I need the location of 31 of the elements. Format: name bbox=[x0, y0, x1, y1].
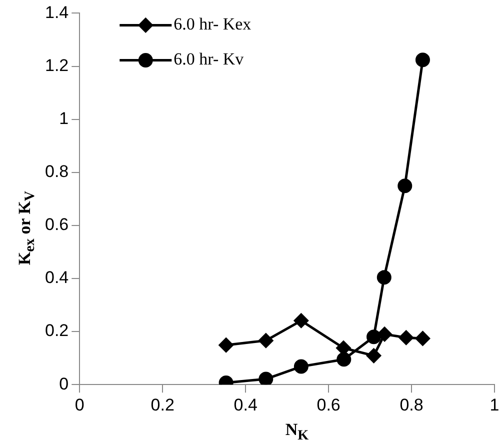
point bbox=[258, 372, 274, 385]
point bbox=[398, 178, 412, 194]
y-tick-label: 1 bbox=[59, 109, 69, 128]
point bbox=[294, 359, 308, 374]
point bbox=[415, 52, 430, 68]
y-tick-label: 1.4 bbox=[44, 2, 69, 22]
point bbox=[218, 338, 234, 352]
legend-label: 6.0 hr- Kex bbox=[174, 14, 252, 34]
point bbox=[376, 270, 392, 285]
x-tick-label: 0.6 bbox=[316, 395, 340, 414]
x-tick-label: 0 bbox=[74, 395, 84, 414]
point bbox=[336, 352, 352, 367]
point bbox=[377, 326, 392, 342]
x-tick-label: 1 bbox=[490, 395, 500, 414]
point bbox=[415, 331, 430, 346]
x-axis-title: N$_{K}$ bbox=[285, 420, 309, 441]
y-tick-label: 0.8 bbox=[44, 162, 69, 182]
y-tick-label: 0.2 bbox=[44, 321, 69, 340]
x-tick-label: 0.8 bbox=[400, 395, 424, 414]
y-tick-label: 0.4 bbox=[44, 268, 69, 288]
point bbox=[294, 313, 308, 328]
point bbox=[366, 330, 382, 344]
point bbox=[398, 330, 414, 345]
x-tick-label: 0.4 bbox=[234, 395, 258, 414]
y-tick-label: 1.2 bbox=[44, 56, 69, 75]
point bbox=[366, 348, 382, 363]
x-tick-label: 0.2 bbox=[150, 395, 174, 414]
y-tick-label: 0.6 bbox=[44, 215, 69, 234]
y-tick-label: 0 bbox=[59, 374, 69, 394]
legend-label: 6.0 hr- Kv bbox=[174, 50, 244, 69]
point bbox=[258, 333, 274, 348]
